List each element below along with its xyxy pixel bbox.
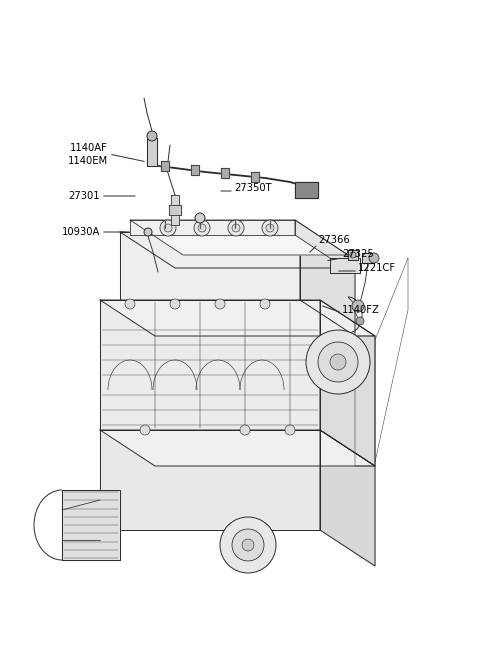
Polygon shape: [320, 430, 375, 566]
Circle shape: [232, 529, 264, 561]
Text: 1140AF: 1140AF: [70, 143, 108, 153]
Circle shape: [140, 425, 150, 435]
Polygon shape: [362, 253, 374, 263]
Text: 27350T: 27350T: [234, 183, 272, 193]
Polygon shape: [171, 195, 179, 225]
Polygon shape: [100, 300, 375, 336]
Circle shape: [215, 299, 225, 309]
Polygon shape: [295, 182, 318, 198]
Circle shape: [144, 228, 152, 236]
Text: 10930A: 10930A: [61, 227, 100, 237]
Polygon shape: [120, 232, 355, 268]
Circle shape: [228, 220, 244, 236]
Text: 27366: 27366: [318, 235, 350, 245]
Polygon shape: [100, 430, 375, 466]
Circle shape: [350, 252, 356, 258]
Polygon shape: [130, 220, 295, 235]
Text: 1140FZ: 1140FZ: [342, 305, 380, 315]
Circle shape: [194, 220, 210, 236]
Circle shape: [147, 131, 157, 141]
Polygon shape: [330, 258, 360, 273]
Circle shape: [285, 425, 295, 435]
Text: 1221CF: 1221CF: [358, 263, 396, 273]
Circle shape: [198, 224, 206, 232]
Polygon shape: [161, 161, 169, 171]
Polygon shape: [62, 490, 120, 560]
Text: 27325: 27325: [342, 249, 374, 259]
Circle shape: [240, 425, 250, 435]
Circle shape: [232, 224, 240, 232]
Circle shape: [164, 224, 172, 232]
Circle shape: [220, 517, 276, 573]
Circle shape: [262, 220, 278, 236]
Polygon shape: [221, 168, 229, 178]
Text: 1140EM: 1140EM: [68, 156, 108, 166]
Circle shape: [195, 213, 205, 223]
Circle shape: [266, 224, 274, 232]
Polygon shape: [169, 205, 181, 215]
Polygon shape: [100, 300, 320, 430]
Circle shape: [170, 299, 180, 309]
Circle shape: [318, 342, 358, 382]
Polygon shape: [130, 220, 348, 255]
Polygon shape: [320, 300, 375, 466]
Polygon shape: [191, 165, 199, 175]
Polygon shape: [295, 220, 348, 270]
Circle shape: [330, 354, 346, 370]
Polygon shape: [300, 232, 355, 336]
Polygon shape: [147, 138, 157, 166]
Polygon shape: [100, 430, 320, 530]
Circle shape: [352, 300, 364, 312]
Polygon shape: [120, 232, 300, 300]
Circle shape: [125, 299, 135, 309]
Circle shape: [356, 317, 364, 325]
Text: 27301: 27301: [68, 191, 100, 201]
Circle shape: [369, 253, 379, 263]
Circle shape: [160, 220, 176, 236]
Circle shape: [242, 539, 254, 551]
Circle shape: [306, 330, 370, 394]
Circle shape: [260, 299, 270, 309]
Polygon shape: [251, 172, 259, 182]
Polygon shape: [348, 250, 358, 260]
